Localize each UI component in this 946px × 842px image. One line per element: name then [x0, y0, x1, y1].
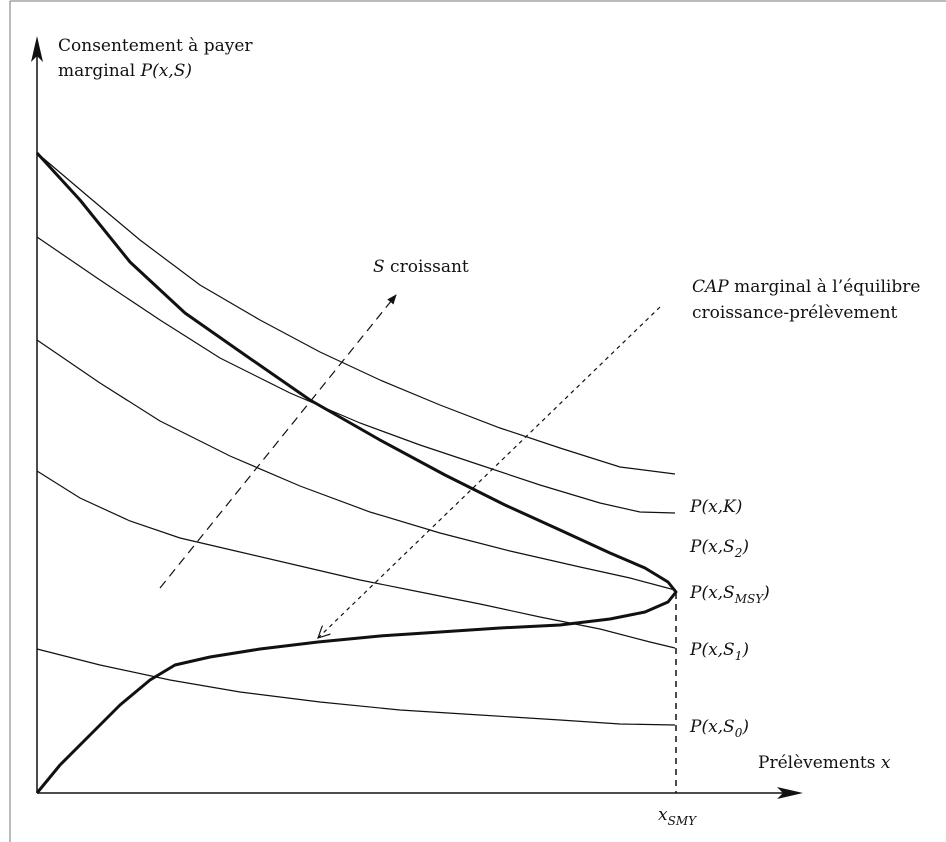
curve-p-x-smsy — [35, 151, 678, 794]
curve-label-p-x-s0: P(x,S0) — [689, 717, 749, 740]
x-smy-tick-label: xSMY — [658, 805, 697, 828]
curve-p-x-k — [36, 152, 676, 475]
curve-label-p-x-s2: P(x,S2) — [689, 537, 749, 560]
curve-p-x-s-upper — [36, 339, 676, 591]
x-axis-label: Prélèvements x — [758, 753, 891, 773]
curve-label-p-x-s1: P(x,S1) — [689, 640, 749, 663]
s-croissant-label: S croissant — [373, 257, 469, 277]
cap-label-line2: croissance-prélèvement — [692, 303, 898, 323]
y-axis-label-line1: Consentement à payer — [58, 36, 253, 56]
y-axis-label-line2: marginal P(x,S) — [58, 61, 192, 81]
x-axis-arrow-icon — [777, 787, 803, 799]
cap-label-line1: CAP marginal à l’équilibre — [692, 277, 920, 297]
curve-p-x-s1 — [36, 470, 676, 649]
y-axis-arrow-icon — [31, 36, 43, 62]
s-croissant-arrow — [159, 294, 397, 589]
curve-p-x-s0 — [36, 648, 676, 726]
curve-label-p-x-smsy: P(x,SMSY) — [689, 583, 770, 606]
cap-pointer-arrow — [318, 306, 661, 638]
curve-p-x-s2 — [36, 236, 676, 514]
curve-label-p-x-k: P(x,K) — [689, 497, 742, 517]
